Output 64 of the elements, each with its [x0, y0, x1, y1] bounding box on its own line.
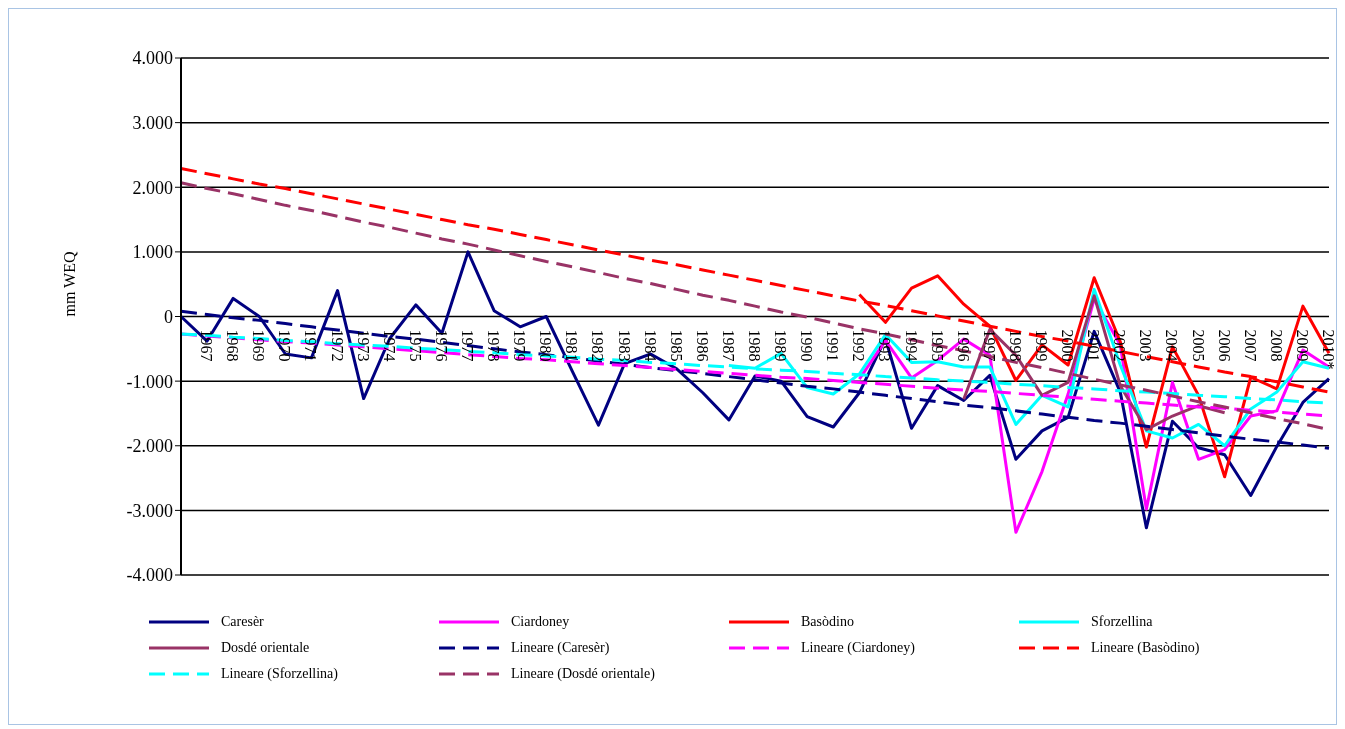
x-tick-label: 1976: [432, 329, 450, 362]
x-tick-label: 1991: [824, 329, 842, 362]
y-tick-label: -1.000: [126, 371, 173, 392]
legend-label: Lineare (Dosdé orientale): [511, 666, 655, 682]
x-tick-label: 1982: [589, 329, 607, 362]
x-tick-label: 1990: [798, 329, 816, 362]
legend-label: Sforzellina: [1091, 614, 1153, 630]
x-tick-label: 1998: [1006, 329, 1024, 362]
x-tick-label: 2010*: [1320, 329, 1337, 370]
y-tick-label: -2.000: [126, 436, 173, 457]
x-tick-label: 2008: [1267, 329, 1285, 362]
y-tick-label: 4.000: [132, 48, 173, 69]
y-tick-label: -3.000: [126, 500, 173, 521]
x-tick-label: 1996: [954, 329, 972, 362]
y-tick-label: 1.000: [132, 242, 173, 263]
x-tick-label: 1975: [406, 329, 424, 362]
x-tick-label: 1988: [746, 329, 763, 362]
x-tick-label: 1981: [563, 329, 581, 362]
x-tick-label: 1985: [667, 329, 685, 362]
x-tick-label: 1970: [276, 329, 294, 362]
x-tick-label: 1969: [250, 329, 268, 362]
x-tick-label: 1972: [328, 329, 346, 362]
legend-label: Lineare (Ciardoney): [801, 640, 915, 656]
y-tick-label: 2.000: [132, 177, 173, 198]
x-tick-label: 2002: [1111, 329, 1129, 362]
y-axis-title: mm WEQ: [60, 251, 78, 317]
legend-label: Lineare (Basòdino): [1091, 640, 1200, 656]
x-tick-label: 1978: [485, 329, 503, 362]
x-tick-label: 1979: [511, 329, 529, 362]
x-tick-label: 1987: [719, 329, 737, 362]
x-tick-label: 1973: [354, 329, 372, 362]
x-tick-label: 1971: [302, 329, 320, 362]
x-tick-label: 1980: [537, 329, 555, 362]
x-tick-label: 1986: [693, 329, 711, 362]
x-tick-label: 2005: [1189, 329, 1207, 362]
x-tick-label: 2006: [1215, 329, 1233, 362]
x-tick-label: 1989: [772, 329, 790, 362]
y-tick-label: 3.000: [132, 113, 173, 134]
x-tick-label: 2003: [1137, 329, 1155, 362]
x-tick-label: 1977: [459, 329, 476, 362]
x-tick-label: 2009: [1293, 329, 1311, 362]
x-tick-label: 1997: [980, 329, 998, 362]
x-tick-label: 1967: [198, 329, 216, 362]
y-tick-label: -4.000: [126, 565, 173, 586]
x-tick-label: 1983: [615, 329, 633, 362]
legend-label: Caresèr: [221, 614, 264, 630]
legend-label: Basòdino: [801, 614, 854, 630]
x-tick-label: 2004: [1163, 329, 1181, 362]
x-tick-label: 1995: [928, 329, 946, 362]
x-tick-label: 1974: [380, 329, 398, 362]
legend-label: Dosdé orientale: [221, 640, 310, 656]
y-tick-label: 0: [164, 306, 173, 327]
legend-label: Lineare (Sforzellina): [221, 666, 338, 682]
x-tick-label: 1994: [902, 329, 920, 362]
x-tick-label: 1992: [850, 329, 868, 362]
legend-label: Ciardoney: [511, 614, 570, 630]
x-tick-label: 1999: [1033, 329, 1050, 362]
x-tick-label: 2001: [1085, 329, 1103, 362]
legend-label: Lineare (Caresèr): [511, 640, 610, 656]
x-tick-label: 2000: [1059, 329, 1077, 362]
x-tick-label: 1984: [641, 329, 659, 362]
x-tick-label: 2007: [1241, 329, 1259, 362]
x-tick-label: 1968: [224, 329, 242, 362]
x-tick-label: 1993: [876, 329, 894, 362]
